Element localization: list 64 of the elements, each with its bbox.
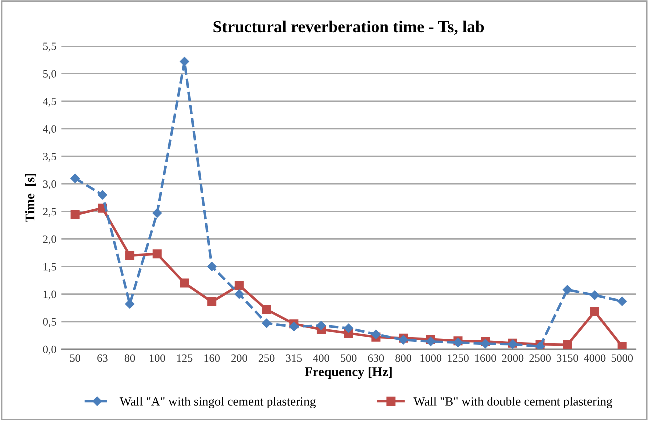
x-tick-label: 50 — [70, 354, 80, 362]
x-tick-label: 800 — [396, 354, 412, 362]
x-tick-label: 315 — [286, 354, 302, 362]
point — [590, 307, 600, 316]
point — [316, 321, 326, 330]
y-tick-label: 3,0 — [43, 180, 56, 190]
point — [290, 322, 299, 332]
x-tick-label: 1250 — [448, 354, 469, 362]
legend-label: Wall "A" with singol cement plastering — [120, 397, 316, 408]
x-tick-label: 125 — [177, 354, 193, 362]
x-tick-label: 4000 — [584, 354, 606, 362]
x-tick-label: 2000 — [502, 354, 524, 362]
point — [563, 340, 572, 350]
y-tick-label: 2,5 — [43, 208, 56, 218]
x-tick-label: 160 — [204, 354, 220, 362]
y-tick-label: 0,0 — [43, 346, 56, 355]
x-tick-label: 250 — [258, 354, 275, 362]
y-tick-label: 5,5 — [44, 42, 56, 52]
y-tick-label: 5,0 — [44, 70, 56, 80]
x-tick-label: 1000 — [420, 354, 442, 362]
x-tick-label: 63 — [98, 354, 108, 362]
point — [180, 278, 190, 288]
x-axis-title: Frequency [Hz] — [305, 367, 392, 380]
point — [98, 190, 108, 200]
point — [344, 324, 354, 334]
point — [234, 290, 244, 299]
y-tick-label: 1,5 — [44, 263, 56, 272]
point — [208, 298, 217, 307]
x-tick-label: 3150 — [557, 354, 578, 362]
y-tick-label: 4,0 — [43, 125, 56, 135]
x-tick-label: 500 — [341, 354, 357, 362]
point — [372, 330, 381, 340]
point — [262, 318, 272, 328]
x-tick-label: 1600 — [475, 354, 496, 362]
y-tick-label: 1,0 — [44, 290, 56, 300]
point — [207, 262, 217, 272]
point — [480, 339, 490, 349]
point — [618, 342, 627, 350]
y-tick-label: 0,5 — [43, 318, 56, 328]
y-tick-label: 4,5 — [43, 98, 56, 107]
y-axis-title: Time [s] — [25, 174, 36, 222]
point — [152, 250, 162, 259]
point — [563, 285, 572, 295]
x-tick-label: 100 — [150, 354, 166, 362]
x-tick-label: 5000 — [612, 354, 634, 362]
point — [70, 210, 80, 220]
y-tick-label: 2,0 — [43, 236, 56, 245]
point — [180, 57, 190, 66]
y-tick-label: 3,5 — [43, 153, 56, 162]
point — [590, 290, 600, 300]
point — [536, 342, 545, 350]
legend-label: Wall "B" with double cement plastering — [414, 397, 613, 408]
x-tick-label: 200 — [232, 354, 248, 362]
point — [70, 174, 80, 184]
point — [618, 296, 627, 306]
x-tick-label: 400 — [313, 354, 330, 362]
x-tick-label: 80 — [124, 354, 136, 362]
point — [152, 208, 162, 218]
point — [234, 280, 244, 290]
point — [262, 305, 272, 314]
x-tick-label: 2500 — [530, 354, 551, 362]
point — [126, 251, 135, 260]
x-tick-label: 630 — [368, 354, 384, 362]
chart-title: Structural reverberation time - Ts, lab — [214, 20, 484, 35]
